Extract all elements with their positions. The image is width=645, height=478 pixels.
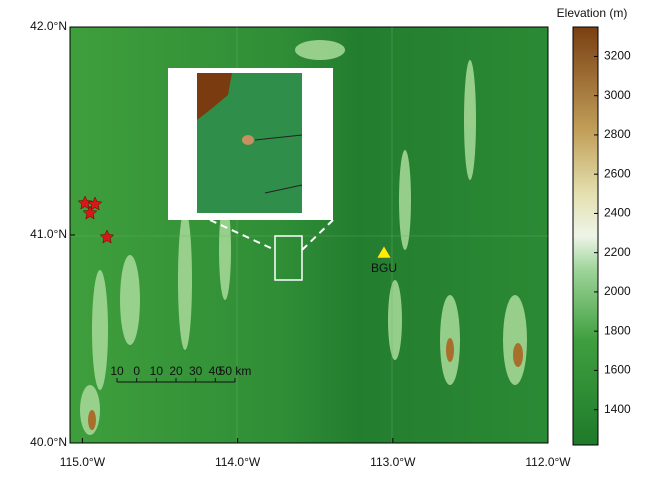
- station-label: BGU: [371, 261, 397, 275]
- y-tick-label: 40.0°N: [30, 435, 67, 449]
- inset-hill: [242, 135, 254, 145]
- colorbar-tick-label: 2800: [604, 127, 631, 141]
- y-tick-label: 42.0°N: [30, 19, 67, 33]
- x-tick-label: 112.0°W: [525, 455, 571, 469]
- colorbar-tick-label: 3000: [604, 88, 631, 102]
- scale-label: 10: [150, 364, 164, 378]
- scale-label: 0: [133, 364, 140, 378]
- colorbar-tick-label: 1400: [604, 402, 631, 416]
- colorbar-tick-label: 2200: [604, 245, 631, 259]
- colorbar-tick-label: 3200: [604, 49, 631, 63]
- x-tick-label: 113.0°W: [370, 455, 416, 469]
- figure: BGU Elevation (m) 115.0°W 114.0°W 113.0°W 1…: [0, 0, 645, 473]
- x-tick-label: 115.0°W: [60, 455, 106, 469]
- scale-label: 20: [169, 364, 183, 378]
- scale-label: 30: [189, 364, 203, 378]
- scale-label: 50 km: [219, 364, 252, 378]
- map: BGU: [70, 27, 548, 443]
- colorbar-tick-label: 2400: [604, 206, 631, 220]
- colorbar: [573, 27, 598, 445]
- colorbar-tick-label: 1800: [604, 323, 631, 337]
- y-tick-label: 41.0°N: [30, 227, 67, 241]
- colorbar-title: Elevation (m): [557, 6, 628, 20]
- scale-label: 10: [110, 364, 124, 378]
- x-tick-label: 114.0°W: [215, 455, 261, 469]
- colorbar-tick-label: 2000: [604, 284, 631, 298]
- colorbar-tick-label: 2600: [604, 166, 631, 180]
- colorbar-tick-label: 1600: [604, 363, 631, 377]
